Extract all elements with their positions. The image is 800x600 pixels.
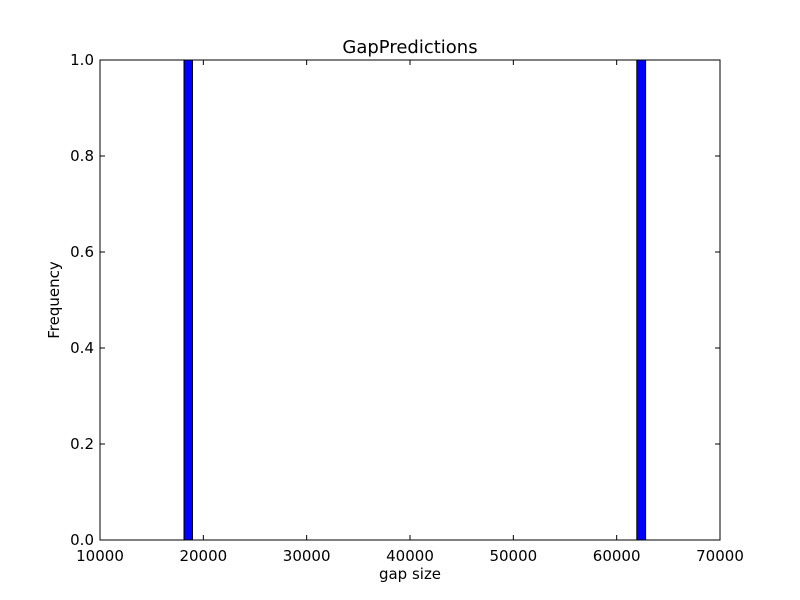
x-tick-label: 40000 <box>386 547 434 565</box>
chart-title: GapPredictions <box>342 37 477 58</box>
x-tick-label: 70000 <box>696 547 744 565</box>
x-tick-labels: 10000 20000 30000 40000 50000 60000 70000 <box>76 547 744 565</box>
x-tick-label: 20000 <box>179 547 227 565</box>
y-tick-labels: 0.0 0.2 0.4 0.6 0.8 1.0 <box>70 51 94 549</box>
y-tick-label: 0.6 <box>70 243 94 261</box>
y-tick-label: 0.4 <box>70 339 94 357</box>
y-axis-label: Frequency <box>45 261 63 339</box>
y-tick-label: 0.0 <box>70 531 94 549</box>
x-tick-label: 60000 <box>593 547 641 565</box>
y-tick-label: 0.2 <box>70 435 94 453</box>
x-axis-label: gap size <box>379 565 441 583</box>
x-tick-label: 30000 <box>283 547 331 565</box>
plot-frame <box>99 59 721 541</box>
x-tick-label: 10000 <box>76 547 124 565</box>
y-tick-label: 1.0 <box>70 51 94 69</box>
histogram-bar-2 <box>636 59 647 541</box>
histogram-bar-1 <box>183 59 193 541</box>
x-tick-label: 50000 <box>489 547 537 565</box>
y-tick-label: 0.8 <box>70 147 94 165</box>
